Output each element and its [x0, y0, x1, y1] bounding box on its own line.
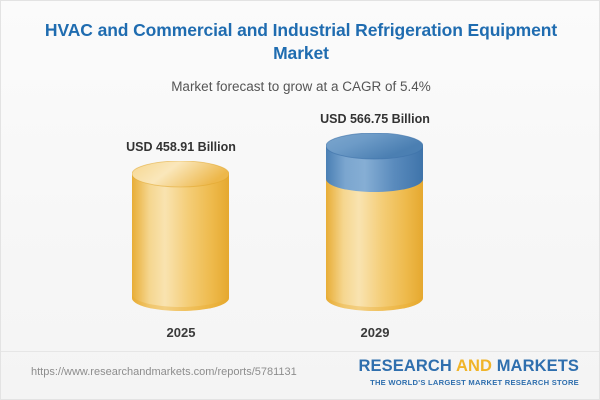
brand-markets-text: MARKETS	[492, 357, 579, 375]
chart-subtitle: Market forecast to grow at a CAGR of 5.4…	[171, 79, 431, 94]
report-url-link[interactable]: https://www.researchandmarkets.com/repor…	[31, 366, 297, 378]
brand-research-text: RESEARCH	[358, 357, 456, 375]
brand-tagline: THE WORLD'S LARGEST MARKET RESEARCH STOR…	[370, 377, 579, 387]
cylinder-2029-graphic	[326, 133, 423, 311]
data-label-2025: USD 458.91 Billion	[126, 140, 236, 154]
data-label-2029: USD 566.75 Billion	[320, 112, 430, 126]
x-axis-label-2029: 2029	[360, 325, 390, 340]
brand-and-text: AND	[455, 357, 493, 375]
brand-wordmark: RESEARCH AND MARKETS	[359, 358, 580, 375]
cylinder-bar-2025	[132, 161, 229, 311]
x-axis-label-2025: 2025	[166, 325, 196, 340]
cylinder-bar-2029	[326, 133, 423, 311]
cylinder-2025-graphic	[132, 161, 229, 311]
header: HVAC and Commercial and Industrial Refri…	[1, 19, 599, 96]
brand-logo[interactable]: RESEARCH AND MARKETS THE WORLD'S LARGEST…	[359, 358, 580, 386]
footer: https://www.researchandmarkets.com/repor…	[1, 352, 599, 399]
chart-plot-area: USD 458.91 Billion	[1, 1, 599, 346]
footer-divider	[1, 351, 599, 352]
page-title: HVAC and Commercial and Industrial Refri…	[44, 20, 558, 63]
